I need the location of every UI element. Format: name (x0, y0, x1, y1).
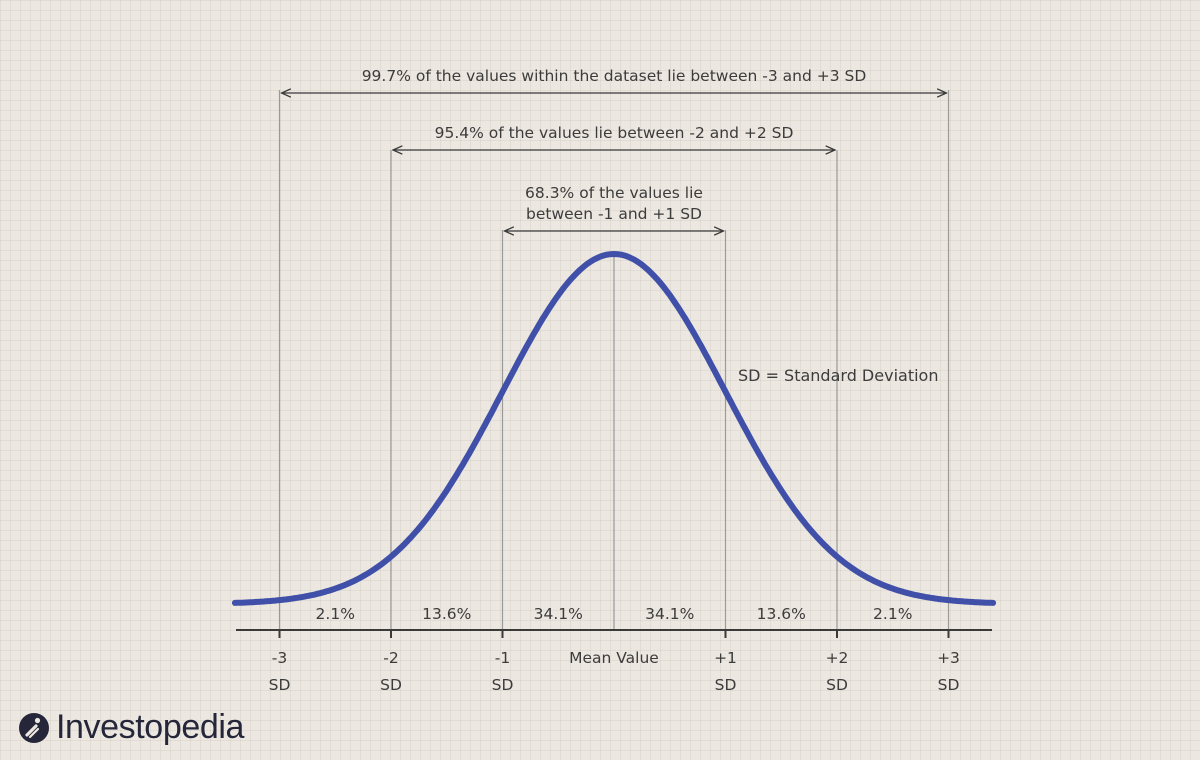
tick-unit-label: SD (269, 676, 291, 694)
tick-label: -1 (495, 649, 510, 667)
tick-label: Mean Value (569, 649, 659, 667)
tick-label: +1 (714, 649, 737, 667)
investopedia-logo: Investopedia (18, 708, 244, 747)
segment-percent-label: 2.1% (873, 605, 912, 623)
segment-percent-label: 34.1% (645, 605, 694, 623)
tick-label: +3 (937, 649, 960, 667)
range-label: 95.4% of the values lie between -2 and +… (435, 124, 794, 142)
range-label: between -1 and +1 SD (526, 205, 702, 223)
segment-percent-label: 13.6% (422, 605, 471, 623)
investopedia-logo-icon (19, 712, 49, 743)
segment-percent-label: 34.1% (534, 605, 583, 623)
tick-unit-label: SD (492, 676, 514, 694)
tick-label: -3 (272, 649, 287, 667)
tick-unit-label: SD (380, 676, 402, 694)
normal-curve (231, 251, 997, 606)
tick-unit-label: SD (715, 676, 737, 694)
segment-percent-label: 13.6% (757, 605, 806, 623)
segment-percent-label: 2.1% (316, 605, 355, 623)
tick-label: +2 (826, 649, 849, 667)
range-label: 99.7% of the values within the dataset l… (362, 67, 867, 85)
tick-unit-label: SD (826, 676, 848, 694)
tick-label: -2 (383, 649, 398, 667)
tick-unit-label: SD (938, 676, 960, 694)
sd-definition-note: SD = Standard Deviation (738, 366, 938, 385)
range-label: 68.3% of the values lie (525, 184, 703, 202)
brand-name: Investopedia (56, 708, 245, 746)
